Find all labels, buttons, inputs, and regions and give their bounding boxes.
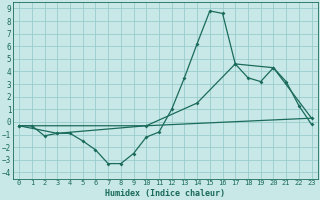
X-axis label: Humidex (Indice chaleur): Humidex (Indice chaleur)	[105, 189, 225, 198]
